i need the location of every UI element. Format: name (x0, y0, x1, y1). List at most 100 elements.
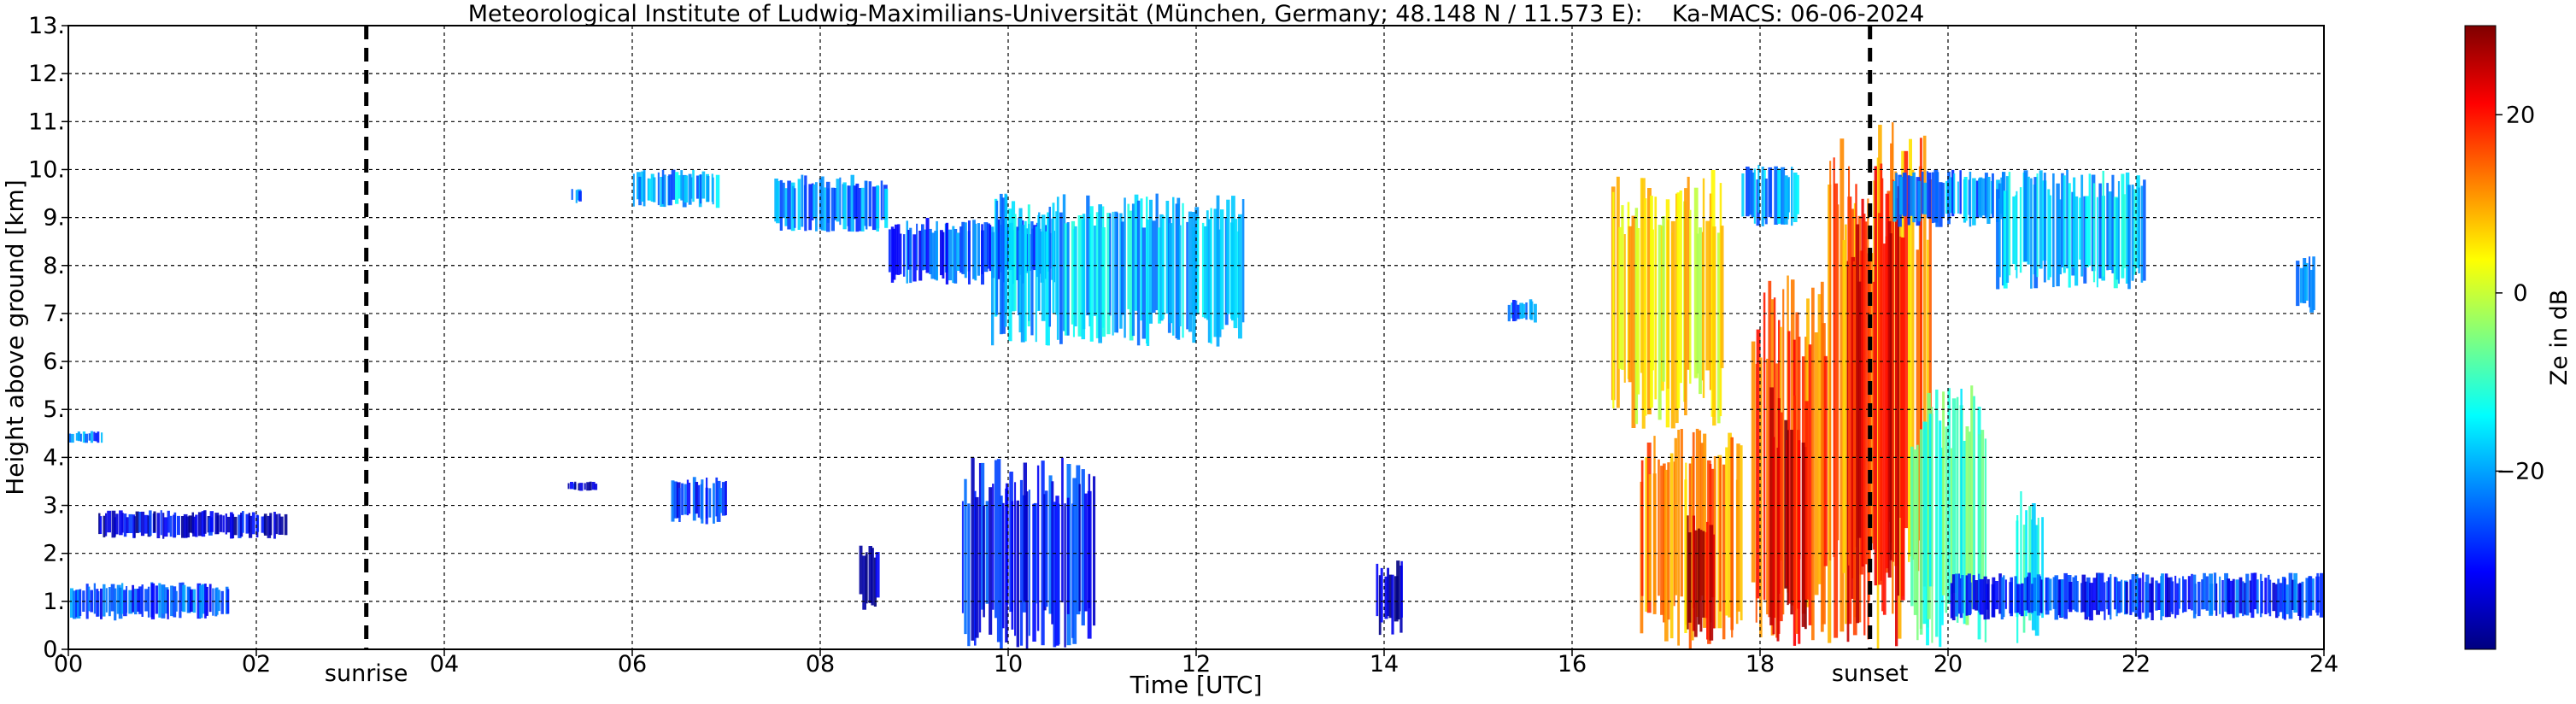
echo-column (1036, 465, 1040, 631)
echo-column (668, 174, 672, 206)
echo-column (1082, 214, 1086, 330)
echo-column (978, 463, 982, 633)
echo-column (1881, 178, 1884, 612)
colorbar-tick-label: 0 (2513, 280, 2527, 307)
echo-column (1910, 446, 1914, 607)
echo-column (240, 513, 244, 537)
echo-column (2092, 578, 2097, 611)
echo-column (866, 181, 868, 230)
echo-column (2174, 575, 2177, 619)
echo-column (570, 482, 574, 490)
echo-column (692, 477, 696, 521)
echo-column (892, 228, 896, 280)
echo-region (859, 545, 880, 610)
echo-column (2098, 572, 2101, 611)
echo-column (1233, 219, 1238, 329)
echo-column (165, 587, 169, 614)
echo-column (1095, 212, 1100, 338)
echo-column (1774, 166, 1778, 225)
echo-column (1932, 172, 1934, 224)
echo-column (660, 177, 665, 207)
echo-column (1877, 213, 1882, 585)
echo-column (1226, 199, 1230, 314)
echo-column (1837, 204, 1840, 541)
echo-column (916, 223, 918, 271)
echo-column (1014, 482, 1017, 637)
echo-column (1134, 194, 1139, 311)
echo-column (1900, 238, 1905, 601)
echo-column (880, 180, 883, 220)
echo-column (2099, 572, 2104, 612)
echo-column (1662, 216, 1665, 382)
echo-column (1141, 227, 1147, 339)
echo-column (1032, 225, 1037, 271)
echo-column (1693, 530, 1698, 637)
echo-column (2115, 578, 2118, 617)
echo-column (1041, 214, 1046, 321)
echo-column (2068, 582, 2073, 613)
echo-column (255, 515, 260, 532)
echo-column (1238, 214, 1242, 339)
echo-column (859, 188, 862, 232)
echo-region (991, 193, 1245, 347)
echo-column (2288, 572, 2293, 619)
echo-column (2197, 581, 2201, 617)
echo-column (1013, 214, 1017, 311)
echo-column (638, 176, 642, 206)
echo-column (1066, 497, 1070, 614)
echo-column (1093, 226, 1097, 316)
echo-column (571, 189, 573, 200)
echo-column (1769, 169, 1772, 214)
echo-column (226, 516, 231, 533)
echo-column (689, 177, 693, 199)
echo-column (203, 510, 207, 534)
echo-column (2104, 582, 2106, 620)
echo-column (140, 511, 145, 537)
y-tick-label: 4. (43, 444, 65, 471)
echo-column (579, 483, 584, 491)
echo-column (1076, 465, 1081, 615)
echo-column (1636, 228, 1640, 395)
echo-column (1647, 188, 1652, 414)
echo-column (1522, 303, 1526, 319)
echo-column (1928, 414, 1933, 587)
echo-column (2145, 574, 2150, 618)
echo-column (2301, 581, 2304, 618)
echo-column (1697, 528, 1700, 625)
echo-column (2107, 577, 2110, 615)
echo-column (1972, 178, 1976, 226)
echo-column (2305, 578, 2309, 619)
echo-column (1654, 197, 1658, 400)
echo-column (1889, 233, 1893, 560)
echo-column (105, 513, 108, 537)
echo-column (1048, 207, 1051, 327)
echo-column (147, 586, 150, 618)
echo-column (149, 510, 152, 537)
y-tick-label: 6. (43, 349, 65, 375)
echo-column (2133, 189, 2137, 275)
echo-column (126, 517, 129, 533)
echo-column (133, 516, 136, 538)
echo-column (267, 515, 272, 538)
echo-column (132, 514, 135, 538)
echo-column (2106, 581, 2109, 610)
echo-column (1663, 463, 1666, 623)
echo-column (1064, 223, 1069, 336)
echo-column (99, 516, 103, 534)
echo-column (1817, 294, 1822, 584)
echo-column (2117, 581, 2121, 613)
echo-column (1922, 421, 1927, 625)
x-tick-label: 08 (806, 651, 835, 678)
echo-column (107, 510, 111, 533)
echo-column (985, 501, 989, 604)
echo-column (821, 176, 824, 231)
echo-column (836, 179, 840, 222)
echo-column (1983, 576, 1987, 620)
echo-column (1872, 281, 1875, 550)
echo-column (1935, 172, 1939, 227)
echo-column (2125, 172, 2130, 284)
echo-column (930, 232, 935, 279)
echo-column (232, 513, 235, 539)
echo-column (834, 188, 837, 220)
echo-region (571, 189, 582, 203)
